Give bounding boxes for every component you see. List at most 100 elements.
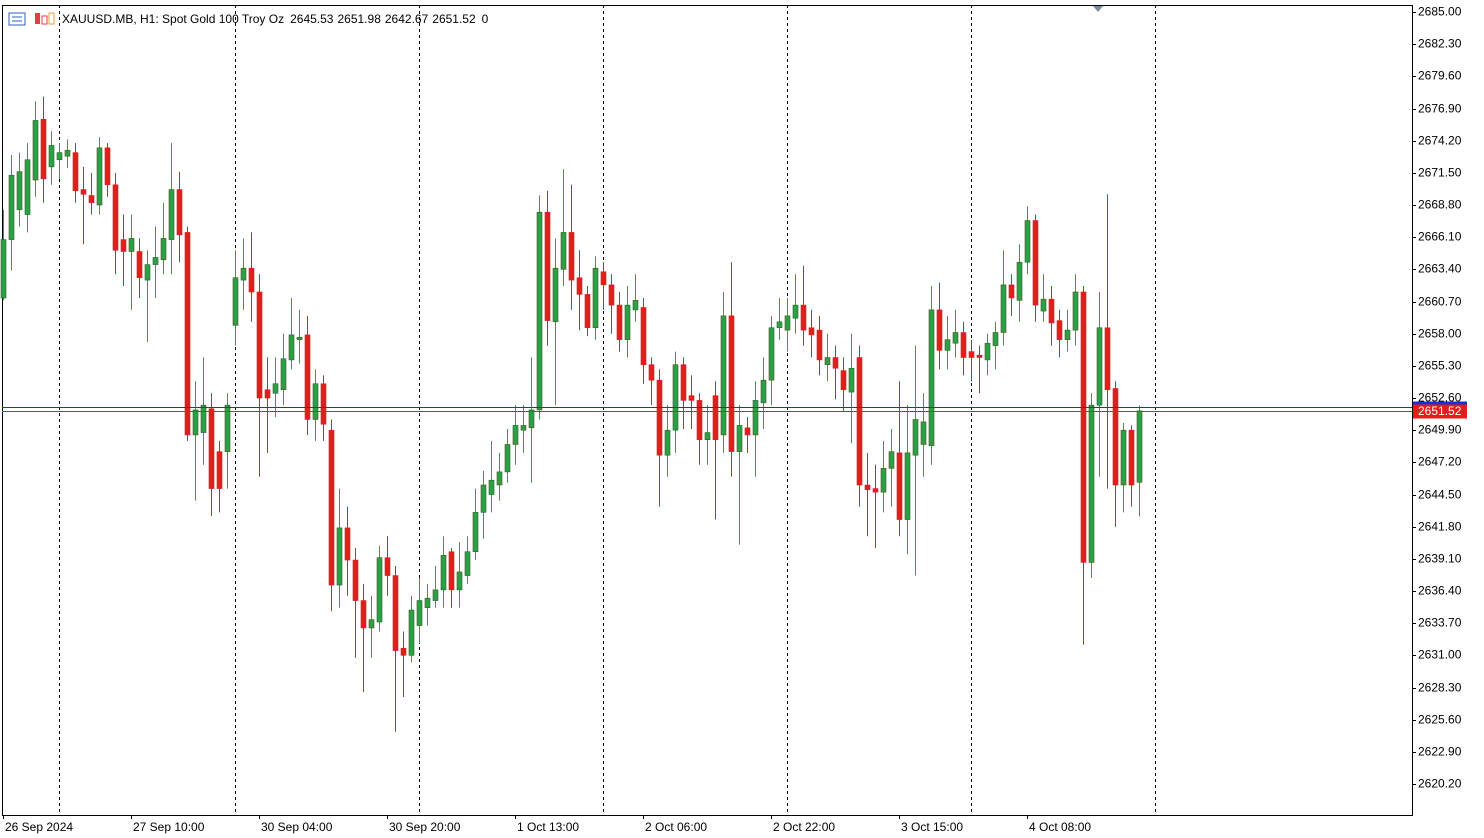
- candle-body: [744, 427, 751, 436]
- candle-body: [1072, 291, 1079, 331]
- candle-body: [112, 184, 119, 251]
- candle-body: [392, 575, 399, 651]
- candle-body: [944, 339, 951, 351]
- candle-body: [144, 264, 151, 281]
- candle-body: [360, 600, 367, 629]
- candle-body: [648, 364, 655, 381]
- y-tick-label: 2631.00: [1418, 648, 1462, 662]
- candle-body: [24, 159, 31, 215]
- candle-body: [104, 147, 111, 186]
- x-tick-label: 2 Oct 06:00: [645, 820, 707, 834]
- candle-body: [1056, 320, 1063, 340]
- candle-body: [584, 294, 591, 329]
- candle-body: [400, 647, 407, 656]
- y-tick-label: 2620.20: [1418, 777, 1462, 791]
- candle-body: [632, 300, 639, 311]
- candle-body: [600, 271, 607, 286]
- candle-body: [1136, 410, 1143, 483]
- candle-body: [592, 267, 599, 329]
- candle-body: [984, 342, 991, 361]
- candle-body: [992, 332, 999, 346]
- candle-body: [472, 512, 479, 553]
- candle-body: [208, 408, 215, 489]
- y-tick-label: 2625.60: [1418, 713, 1462, 727]
- candle-body: [752, 400, 759, 436]
- candle-body: [136, 251, 143, 279]
- candle-body: [128, 238, 135, 252]
- candle-body: [272, 383, 279, 394]
- candle-body: [424, 597, 431, 609]
- candle-body: [792, 304, 799, 319]
- candle-body: [712, 395, 719, 441]
- candle-body: [72, 152, 79, 192]
- candle-body: [928, 309, 935, 446]
- candle-body: [88, 195, 95, 203]
- candle-body: [480, 484, 487, 513]
- candle-body: [664, 429, 671, 456]
- candle-body: [720, 315, 727, 436]
- candle-body: [232, 277, 239, 326]
- candle-body: [528, 409, 535, 429]
- candle-body: [920, 421, 927, 445]
- y-tick-label: 2649.90: [1418, 423, 1462, 437]
- plot-frame: [2, 5, 1413, 816]
- candle-body: [520, 425, 527, 431]
- ohlc-low: 2642.67: [385, 12, 429, 26]
- candle-body: [48, 145, 55, 168]
- candle-body: [896, 452, 903, 520]
- candle-body: [864, 484, 871, 491]
- candle-body: [872, 488, 879, 493]
- candle-body: [496, 471, 503, 486]
- y-tick-label: 2660.70: [1418, 295, 1462, 309]
- candle-body: [328, 429, 335, 586]
- candle-body: [640, 307, 647, 365]
- candle-body: [288, 334, 295, 361]
- x-tick-label: 27 Sep 10:00: [133, 820, 205, 834]
- candle-body: [1128, 429, 1135, 486]
- candle-body: [168, 189, 175, 240]
- candle-body: [320, 383, 327, 425]
- y-tick-label: 2639.10: [1418, 552, 1462, 566]
- candle-body: [848, 367, 855, 393]
- candle-body: [888, 451, 895, 469]
- ohlc-close: 2651.52: [432, 12, 476, 26]
- candle-body: [800, 304, 807, 331]
- icon: [35, 13, 40, 24]
- shift-marker: [1093, 6, 1103, 12]
- candle-body: [256, 291, 263, 399]
- candle-body: [976, 354, 983, 358]
- candle-body: [736, 425, 743, 452]
- candle-body: [960, 332, 967, 358]
- candle-body: [904, 452, 911, 520]
- candle-body: [0, 239, 7, 299]
- symbol: XAUUSD.MB, H1: Spot Gold 100 Troy Oz: [62, 12, 284, 26]
- candle-body: [40, 118, 47, 180]
- candle-body: [824, 357, 831, 365]
- y-tick-label: 2636.40: [1418, 584, 1462, 598]
- candle-body: [1104, 327, 1111, 390]
- x-tick-label: 3 Oct 15:00: [901, 820, 963, 834]
- candle-body: [336, 527, 343, 586]
- icon: [41, 15, 48, 25]
- x-tick-label: 30 Sep 04:00: [261, 820, 333, 834]
- candle-body: [656, 379, 663, 456]
- y-tick-label: 2682.30: [1418, 37, 1462, 51]
- candle-body: [880, 468, 887, 493]
- y-tick-label: 2628.30: [1418, 681, 1462, 695]
- y-tick-label: 2644.50: [1418, 488, 1462, 502]
- y-tick-label: 2633.70: [1418, 616, 1462, 630]
- candle-body: [608, 284, 615, 306]
- x-tick-label: 1 Oct 13:00: [517, 820, 579, 834]
- candle-body: [680, 364, 687, 401]
- candle-body: [968, 351, 975, 358]
- candle-body: [448, 551, 455, 591]
- candle-body: [352, 559, 359, 601]
- candle-body: [760, 379, 767, 404]
- candle-body: [1016, 261, 1023, 301]
- candle-body: [32, 120, 39, 181]
- candle-body: [64, 149, 71, 157]
- volume: 0: [482, 12, 489, 26]
- candle-body: [216, 451, 223, 489]
- candle-body: [784, 315, 791, 331]
